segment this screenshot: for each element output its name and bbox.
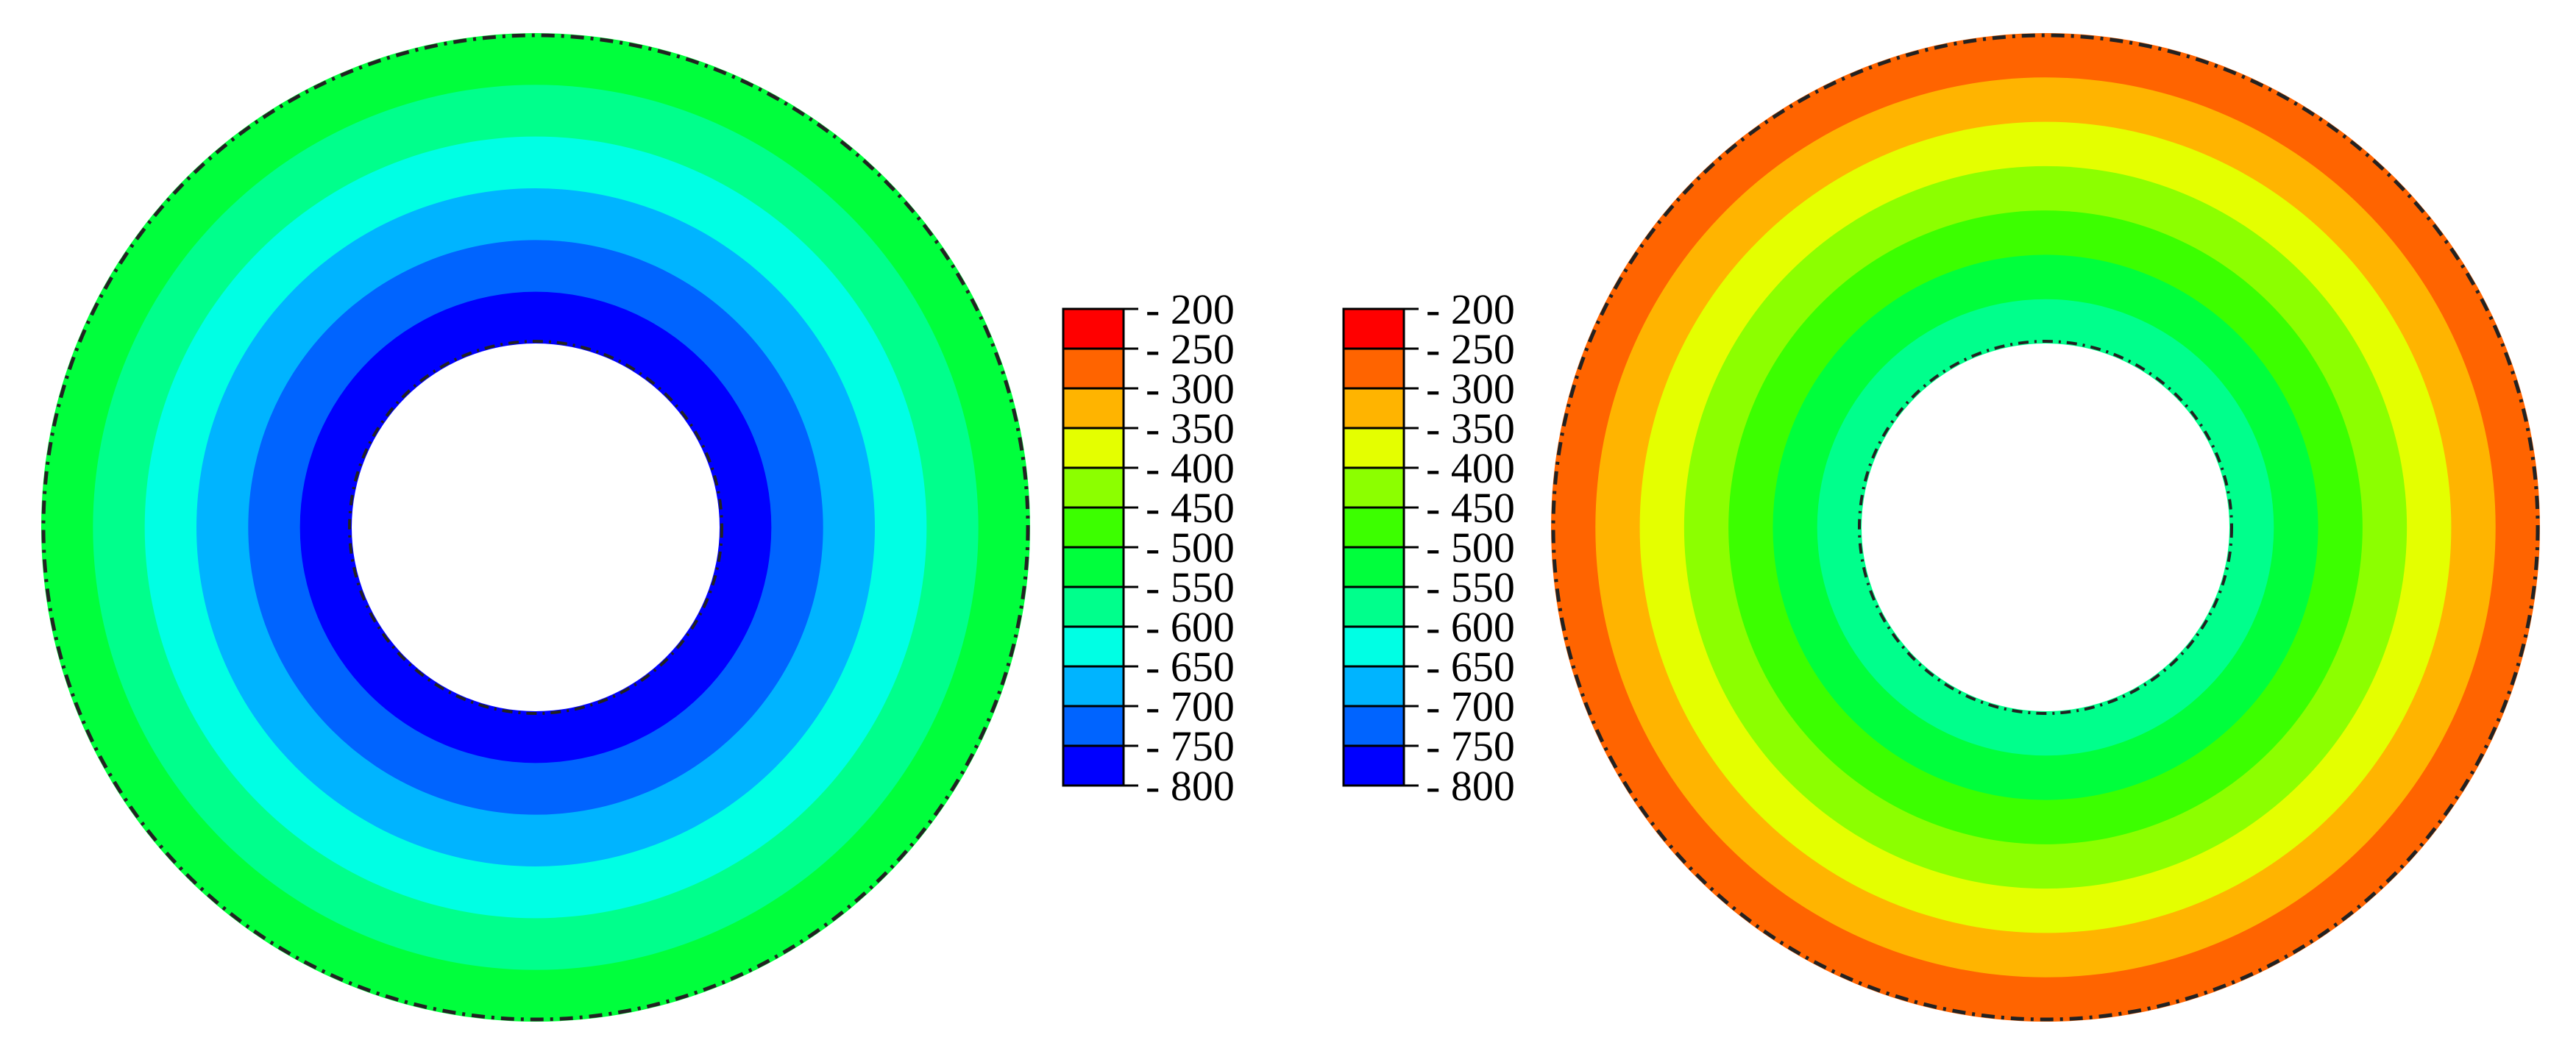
colorbar-swatch-450 [1062,506,1125,549]
colorbar-label-400: - 400 [1146,444,1235,492]
colorbar-swatch-500 [1342,546,1405,588]
outer-boundary [41,33,1030,1022]
colorbar-swatch-350 [1342,427,1405,469]
colorbar-label-600: - 600 [1426,603,1515,651]
colorbar-label-500: - 500 [1146,524,1235,571]
colorbar-label-600: - 600 [1146,603,1235,651]
colorbar-label-300: - 300 [1146,365,1235,413]
colorbar-label-250: - 250 [1426,325,1515,373]
left-colorbar: - 200- 250- 300- 350- 400- 450- 500- 550… [1062,285,1235,810]
colorbar-swatch-200 [1342,307,1405,350]
colorbar-label-200: - 200 [1426,285,1515,333]
colorbar-swatch-300 [1062,387,1125,430]
colorbar-label-800: - 800 [1146,762,1235,810]
colorbar-label-550: - 550 [1146,563,1235,611]
colorbar-swatch-350 [1062,427,1125,469]
colorbar-label-650: - 650 [1426,643,1515,691]
colorbar-label-700: - 700 [1426,683,1515,730]
inner-boundary [1858,340,2233,715]
annulus-hole [1862,343,2229,711]
colorbar-swatch-450 [1342,506,1405,549]
colorbar-swatch-750 [1062,744,1125,787]
colorbar-swatch-200 [1062,307,1125,350]
colorbar-label-750: - 750 [1146,722,1235,770]
colorbar-label-350: - 350 [1146,405,1235,452]
colorbar-label-250: - 250 [1146,325,1235,373]
left-annulus-plot [41,33,1030,1022]
colorbar-label-750: - 750 [1426,722,1515,770]
colorbar-label-800: - 800 [1426,762,1515,810]
colorbar-swatch-650 [1062,665,1125,708]
colorbar-swatch-600 [1342,625,1405,668]
colorbar-swatch-250 [1062,347,1125,390]
annulus-hole [352,343,720,711]
outer-boundary [1551,33,2540,1022]
colorbar-label-300: - 300 [1426,365,1515,413]
colorbar-swatch-700 [1062,705,1125,747]
colorbar-swatch-700 [1342,705,1405,747]
right-annulus-plot [1551,33,2540,1022]
colorbar-swatch-550 [1062,585,1125,628]
colorbar-swatch-600 [1062,625,1125,668]
colorbar-label-650: - 650 [1146,643,1235,691]
colorbar-label-400: - 400 [1426,444,1515,492]
colorbar-label-450: - 450 [1146,484,1235,532]
colorbar-label-450: - 450 [1426,484,1515,532]
colorbar-swatch-300 [1342,387,1405,430]
colorbar-label-550: - 550 [1426,563,1515,611]
colorbar-swatch-250 [1342,347,1405,390]
colorbar-swatch-400 [1342,466,1405,509]
colorbar-swatch-750 [1342,744,1405,787]
colorbar-label-350: - 350 [1426,405,1515,452]
right-colorbar: - 200- 250- 300- 350- 400- 450- 500- 550… [1342,285,1515,810]
inner-boundary [348,340,723,715]
colorbar-swatch-500 [1062,546,1125,588]
colorbar-label-700: - 700 [1146,683,1235,730]
colorbar-swatch-550 [1342,585,1405,628]
colorbar-swatch-650 [1342,665,1405,708]
colorbar-swatch-400 [1062,466,1125,509]
colorbar-label-200: - 200 [1146,285,1235,333]
colorbar-label-500: - 500 [1426,524,1515,571]
